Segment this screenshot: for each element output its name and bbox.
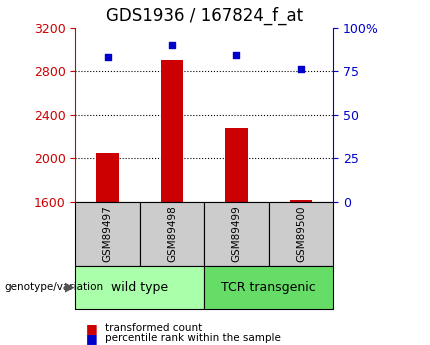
Bar (140, 202, 204, 266)
Title: GDS1936 / 167824_f_at: GDS1936 / 167824_f_at (106, 7, 303, 25)
Text: GSM89499: GSM89499 (231, 205, 242, 262)
Point (169, 42, 175, 48)
Text: ▶: ▶ (64, 281, 74, 294)
Text: percentile rank within the sample: percentile rank within the sample (105, 333, 281, 343)
Point (233, 53, 240, 58)
Text: genotype/variation: genotype/variation (4, 282, 104, 292)
Text: wild type: wild type (111, 281, 168, 294)
Bar (290, 200, 312, 202)
Text: GSM89497: GSM89497 (102, 205, 113, 262)
Bar (75, 202, 140, 266)
Point (298, 67, 304, 72)
Text: GSM89500: GSM89500 (296, 206, 306, 262)
Text: ■: ■ (86, 332, 98, 345)
Bar (269, 202, 333, 266)
Bar (96, 153, 119, 202)
Bar (204, 266, 333, 309)
Text: transformed count: transformed count (105, 324, 203, 333)
Point (104, 55, 111, 60)
Text: GSM89498: GSM89498 (167, 205, 177, 262)
Bar (225, 128, 248, 202)
Bar (75, 266, 204, 309)
Text: ■: ■ (86, 322, 98, 335)
Text: TCR transgenic: TCR transgenic (221, 281, 316, 294)
Bar (204, 202, 269, 266)
Bar (161, 60, 183, 202)
